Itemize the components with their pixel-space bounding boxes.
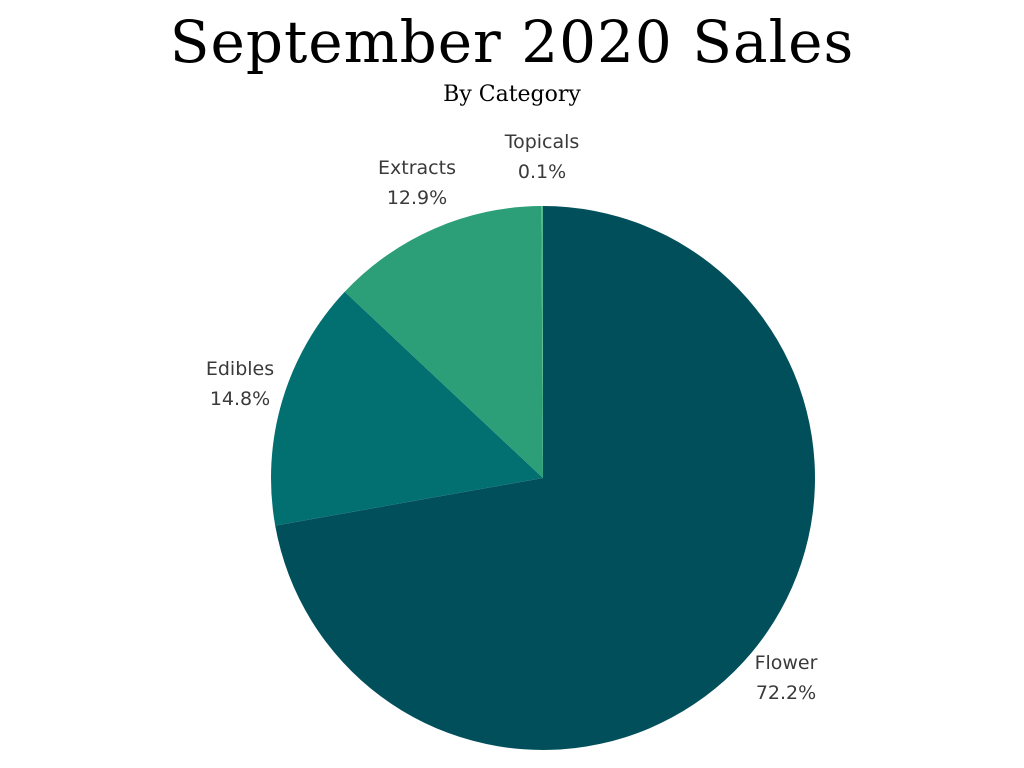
- slice-label-edibles: Edibles: [206, 358, 274, 380]
- slice-label-topicals: Topicals: [504, 131, 580, 153]
- slice-label-flower: Flower: [755, 652, 818, 674]
- pie-slice-edibles: [271, 291, 543, 526]
- pie-labels: Flower 72.2% Edibles 14.8% Extracts 12.9% Topi…: [206, 131, 818, 704]
- slice-value-edibles: 14.8%: [210, 388, 270, 410]
- slice-value-topicals: 0.1%: [518, 161, 566, 183]
- slice-value-extracts: 12.9%: [387, 187, 447, 209]
- slice-label-extracts: Extracts: [378, 157, 456, 179]
- pie-slices: [271, 206, 816, 750]
- pie-slice-extracts: [344, 206, 543, 478]
- chart-title: September 2020 Sales: [169, 8, 855, 76]
- pie-slice-flower: [275, 206, 816, 750]
- pie-slice-topicals: [541, 206, 543, 478]
- chart-subtitle: By Category: [443, 82, 581, 107]
- slice-value-flower: 72.2%: [756, 682, 816, 704]
